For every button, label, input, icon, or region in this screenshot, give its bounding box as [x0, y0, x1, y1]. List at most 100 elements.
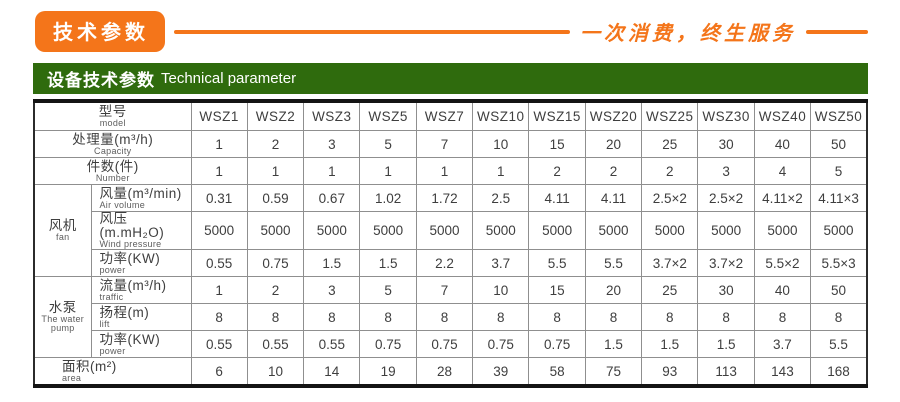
section-title-en: Technical parameter — [161, 70, 297, 87]
cell: 2.5 — [472, 184, 530, 212]
column-header: WSZ7 — [415, 100, 474, 131]
cell: 0.75 — [528, 330, 586, 358]
cell: 1 — [303, 157, 361, 185]
cell: 168 — [810, 357, 868, 387]
divider-line-left — [174, 29, 570, 34]
row-label-zh: 风压(m.mH₂O) — [99, 211, 165, 240]
cell: 5.5×3 — [810, 249, 868, 277]
cell: 0.55 — [303, 330, 361, 358]
cell: 30 — [697, 130, 755, 158]
slogan-text: 一次消费，终生服务 — [580, 21, 796, 45]
cell: 0.75 — [246, 249, 305, 277]
row-label-cell: 流量(m³/h) traffic — [90, 276, 192, 304]
cell: 8 — [190, 303, 248, 331]
cell: 5000 — [303, 211, 361, 250]
cell: 8 — [359, 303, 417, 331]
cell: 5000 — [246, 211, 305, 250]
row-label-cell: 件数(件) Number — [33, 157, 192, 185]
table-container: 型号 model WSZ1 WSZ2 WSZ3 WSZ5 WSZ7 WSZ10 … — [33, 99, 900, 388]
cell: 8 — [753, 303, 812, 331]
cell: 3.7×2 — [697, 249, 755, 277]
cell: 0.59 — [246, 184, 305, 212]
column-header: WSZ10 — [472, 100, 530, 131]
table-row-pump-power: 功率(KW) power 0.55 0.55 0.55 0.75 0.75 0.… — [34, 330, 868, 358]
section-header: 设备技术参数 Technical parameter — [33, 63, 868, 94]
cell: 2.5×2 — [641, 184, 699, 212]
cell: 1.02 — [359, 184, 417, 212]
cell: 1 — [190, 157, 248, 185]
cell: 8 — [303, 303, 361, 331]
row-label-cell: 风量(m³/min) Air volume — [90, 184, 192, 212]
cell: 40 — [753, 130, 812, 158]
cell: 3.7 — [753, 330, 812, 358]
cell: 8 — [641, 303, 699, 331]
group-label-en: fan — [56, 232, 70, 242]
row-label-en: area — [62, 372, 82, 383]
cell: 5000 — [190, 211, 248, 250]
cell: 5000 — [810, 211, 868, 250]
divider-line-right — [806, 29, 868, 34]
cell: 0.55 — [190, 249, 248, 277]
cell: 39 — [472, 357, 530, 387]
cell: 5.5 — [584, 249, 643, 277]
row-label-zh: 功率(KW) — [99, 331, 161, 347]
table-row-flow: 水泵 The water pump 流量(m³/h) traffic 1 2 3… — [33, 276, 868, 358]
row-label-zh: 处理量(m³/h) — [72, 131, 154, 147]
column-header: WSZ1 — [190, 100, 248, 131]
column-header: WSZ2 — [246, 100, 305, 131]
row-label-zh: 风量(m³/min) — [99, 185, 182, 201]
cell: 3 — [697, 157, 755, 185]
cell: 50 — [810, 276, 868, 304]
cell: 15 — [528, 276, 586, 304]
cell: 10 — [472, 130, 530, 158]
cell: 3 — [303, 276, 361, 304]
model-header-en: model — [99, 118, 126, 128]
cell: 8 — [246, 303, 305, 331]
column-header: WSZ15 — [528, 100, 586, 131]
cell: 5.5 — [810, 330, 868, 358]
row-label-cell: 扬程(m) lift — [90, 303, 192, 331]
cell: 8 — [472, 303, 530, 331]
row-label-en: Wind pressure — [99, 239, 162, 249]
group-label-zh: 风机 — [48, 218, 77, 233]
row-label-en: Air volume — [99, 199, 146, 210]
cell: 2 — [528, 157, 586, 185]
cell: 7 — [415, 276, 474, 304]
cell: 1.5 — [359, 249, 417, 277]
table-row-lift: 扬程(m) lift 8 8 8 8 8 8 8 8 8 8 8 8 — [34, 303, 868, 331]
column-header: WSZ5 — [359, 100, 417, 131]
cell: 1 — [415, 157, 474, 185]
cell: 10 — [472, 276, 530, 304]
row-label-en: Capacity — [94, 145, 132, 156]
cell: 14 — [303, 357, 361, 387]
cell: 5000 — [528, 211, 586, 250]
table-header-row: 型号 model WSZ1 WSZ2 WSZ3 WSZ5 WSZ7 WSZ10 … — [33, 100, 868, 131]
cell: 3 — [303, 130, 361, 158]
row-label-zh: 件数(件) — [86, 158, 139, 174]
cell: 8 — [528, 303, 586, 331]
column-header: WSZ20 — [584, 100, 643, 131]
cell: 2.5×2 — [697, 184, 755, 212]
cell: 75 — [584, 357, 643, 387]
table-row-area: 面积(m²) area 6 10 14 19 28 39 58 75 93 11… — [33, 357, 868, 387]
cell: 113 — [697, 357, 755, 387]
cell: 0.75 — [415, 330, 474, 358]
cell: 5000 — [359, 211, 417, 250]
cell: 58 — [528, 357, 586, 387]
tech-params-badge: 技术参数 — [35, 11, 165, 52]
cell: 1 — [190, 130, 248, 158]
cell: 2.2 — [415, 249, 474, 277]
cell: 143 — [753, 357, 812, 387]
cell: 8 — [810, 303, 868, 331]
cell: 93 — [641, 357, 699, 387]
cell: 0.75 — [472, 330, 530, 358]
row-label-en: lift — [99, 318, 110, 329]
cell: 4.11×3 — [810, 184, 868, 212]
cell: 5.5×2 — [753, 249, 812, 277]
cell: 5 — [359, 130, 417, 158]
table-row-wind-pressure: 风压(m.mH₂O) Wind pressure 5000 5000 5000 … — [34, 211, 868, 250]
top-bar: 技术参数 一次消费，终生服务 — [0, 0, 900, 52]
cell: 8 — [697, 303, 755, 331]
cell: 5 — [810, 157, 868, 185]
cell: 1.5 — [584, 330, 643, 358]
